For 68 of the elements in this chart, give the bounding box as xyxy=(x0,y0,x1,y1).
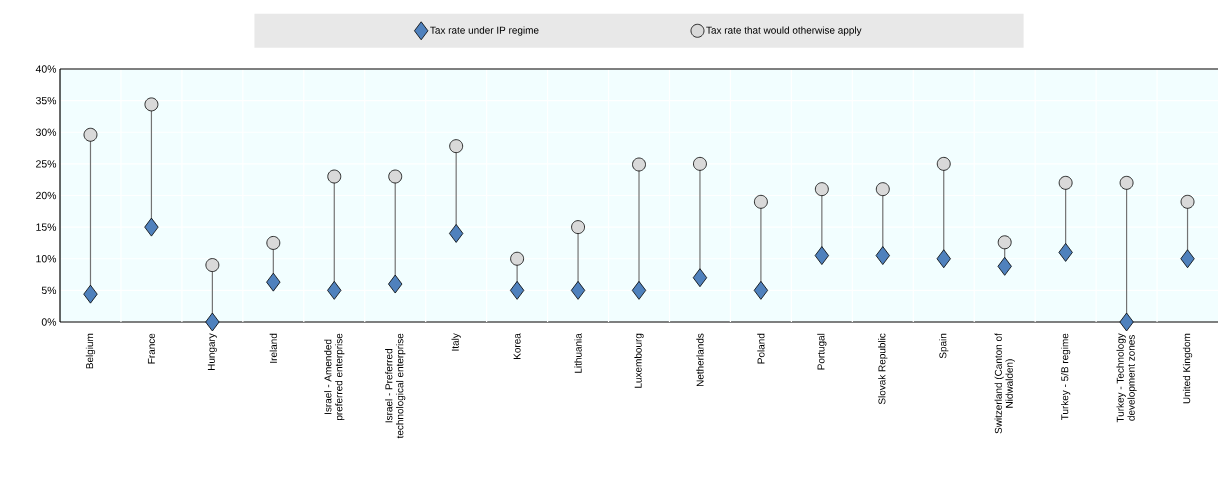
y-tick-label: 40% xyxy=(35,65,57,73)
point xyxy=(753,280,769,300)
x-tick-label: Belgium xyxy=(85,333,96,369)
point xyxy=(936,249,951,269)
x-tick-label: Poland xyxy=(757,333,765,364)
point xyxy=(510,251,525,266)
point xyxy=(632,157,646,172)
point xyxy=(571,220,585,235)
x-tick-label: Switzerland (Canton of Nidwalden) xyxy=(994,333,1015,434)
y-tick-label: 0% xyxy=(41,318,57,326)
point xyxy=(83,127,98,142)
y-tick-label: 30% xyxy=(35,128,57,136)
x-tick-label: Netherlands xyxy=(696,333,704,387)
point xyxy=(509,280,525,300)
point xyxy=(570,280,586,300)
x-tick-label: Israel - Preferred technological enterprise xyxy=(385,333,406,439)
point xyxy=(266,272,281,292)
y-tick-label: 20% xyxy=(36,191,57,200)
point xyxy=(875,182,890,197)
x-tick-label: Turkey - Technology development zones xyxy=(1116,333,1137,423)
x-tick-label: Spain xyxy=(939,333,949,359)
y-tick-label: 35% xyxy=(35,96,57,105)
point xyxy=(327,169,342,184)
point xyxy=(814,246,829,265)
point xyxy=(1180,194,1195,209)
point xyxy=(1058,175,1073,190)
point xyxy=(449,139,464,154)
point xyxy=(144,217,159,237)
legend-label: Tax rate under IP regime xyxy=(430,26,539,36)
point xyxy=(1180,249,1195,269)
point xyxy=(1119,175,1134,190)
y-tick-label: 15% xyxy=(36,223,57,231)
point xyxy=(388,274,403,294)
point xyxy=(997,235,1012,250)
x-tick-label: Portugal xyxy=(817,333,827,370)
point xyxy=(205,258,220,272)
point xyxy=(1119,312,1134,332)
legend-label: Tax rate that would otherwise apply xyxy=(706,26,862,36)
point xyxy=(144,97,159,112)
point xyxy=(266,236,281,250)
point xyxy=(631,280,647,300)
point xyxy=(814,182,829,197)
y-tick-label: 10% xyxy=(36,255,57,263)
point xyxy=(936,156,951,171)
x-tick-label: Luxembourg xyxy=(634,333,644,388)
point xyxy=(327,280,342,300)
x-tick-label: Lithuania xyxy=(574,333,582,373)
x-tick-label: United Kingdom xyxy=(1182,333,1193,404)
point xyxy=(83,284,98,304)
point xyxy=(754,194,768,209)
x-tick-label: Hungary xyxy=(207,333,217,371)
point xyxy=(449,224,464,243)
x-tick-label: Israel - Amended preferred enterprise xyxy=(324,333,345,421)
point xyxy=(388,169,403,184)
point xyxy=(693,156,707,171)
point xyxy=(875,246,890,265)
x-tick-label: Ireland xyxy=(269,333,277,363)
point xyxy=(692,268,708,288)
point xyxy=(997,256,1012,276)
x-tick-label: France xyxy=(147,333,155,364)
x-tick-label: Turkey - 5/B regime xyxy=(1061,333,1071,421)
point xyxy=(1058,243,1073,262)
y-tick-label: 25% xyxy=(36,160,57,168)
point xyxy=(205,312,220,332)
x-tick-label: Italy xyxy=(451,333,461,351)
y-tick-label: 5% xyxy=(41,286,57,295)
x-tick-label: Slovak Republic xyxy=(878,333,888,405)
x-tick-label: Korea xyxy=(513,333,521,359)
